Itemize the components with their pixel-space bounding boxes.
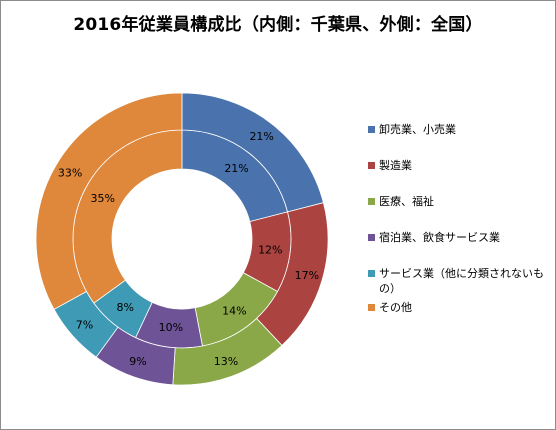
legend-label: 医療、福祉 bbox=[379, 195, 434, 208]
chart-title: 2016年従業員構成比（内側：千葉県、外側：全国） bbox=[73, 15, 483, 35]
legend-item: 製造業 bbox=[368, 158, 550, 194]
legend-label: 製造業 bbox=[379, 159, 412, 172]
legend-swatch bbox=[368, 162, 375, 169]
legend-label: サービス業（他に分類されないもの） bbox=[379, 267, 544, 295]
legend-swatch bbox=[368, 126, 375, 133]
inner-ring-data-label: 8% bbox=[117, 301, 134, 314]
legend-swatch bbox=[368, 198, 375, 205]
inner-ring-data-label: 21% bbox=[224, 162, 248, 175]
legend-item: サービス業（他に分類されないもの） bbox=[368, 266, 550, 300]
legend-item: 医療、福祉 bbox=[368, 194, 550, 230]
chart-legend: 卸売業、小売業 製造業 医療、福祉 宿泊業、飲食サービス業 サービス業（他に分類… bbox=[368, 122, 550, 316]
outer-ring-data-label: 9% bbox=[129, 355, 146, 368]
legend-label: 宿泊業、飲食サービス業 bbox=[379, 231, 500, 244]
outer-ring-data-label: 7% bbox=[76, 318, 93, 331]
outer-ring-slice bbox=[35, 92, 183, 310]
outer-ring-data-label: 33% bbox=[58, 166, 82, 179]
outer-ring-data-label: 17% bbox=[295, 269, 319, 282]
legend-swatch bbox=[368, 270, 375, 277]
inner-ring-data-label: 12% bbox=[258, 244, 282, 257]
outer-ring-data-label: 21% bbox=[249, 130, 273, 143]
legend-swatch bbox=[368, 234, 375, 241]
legend-item: その他 bbox=[368, 300, 550, 316]
legend-label: その他 bbox=[379, 301, 412, 314]
legend-label: 卸売業、小売業 bbox=[379, 123, 456, 136]
outer-ring-data-label: 13% bbox=[214, 355, 238, 368]
inner-ring-data-label: 35% bbox=[90, 192, 114, 205]
legend-item: 卸売業、小売業 bbox=[368, 122, 550, 158]
inner-ring-data-label: 14% bbox=[222, 305, 246, 318]
legend-swatch bbox=[368, 304, 375, 311]
legend-item: 宿泊業、飲食サービス業 bbox=[368, 230, 550, 266]
inner-ring-data-label: 10% bbox=[159, 321, 183, 334]
